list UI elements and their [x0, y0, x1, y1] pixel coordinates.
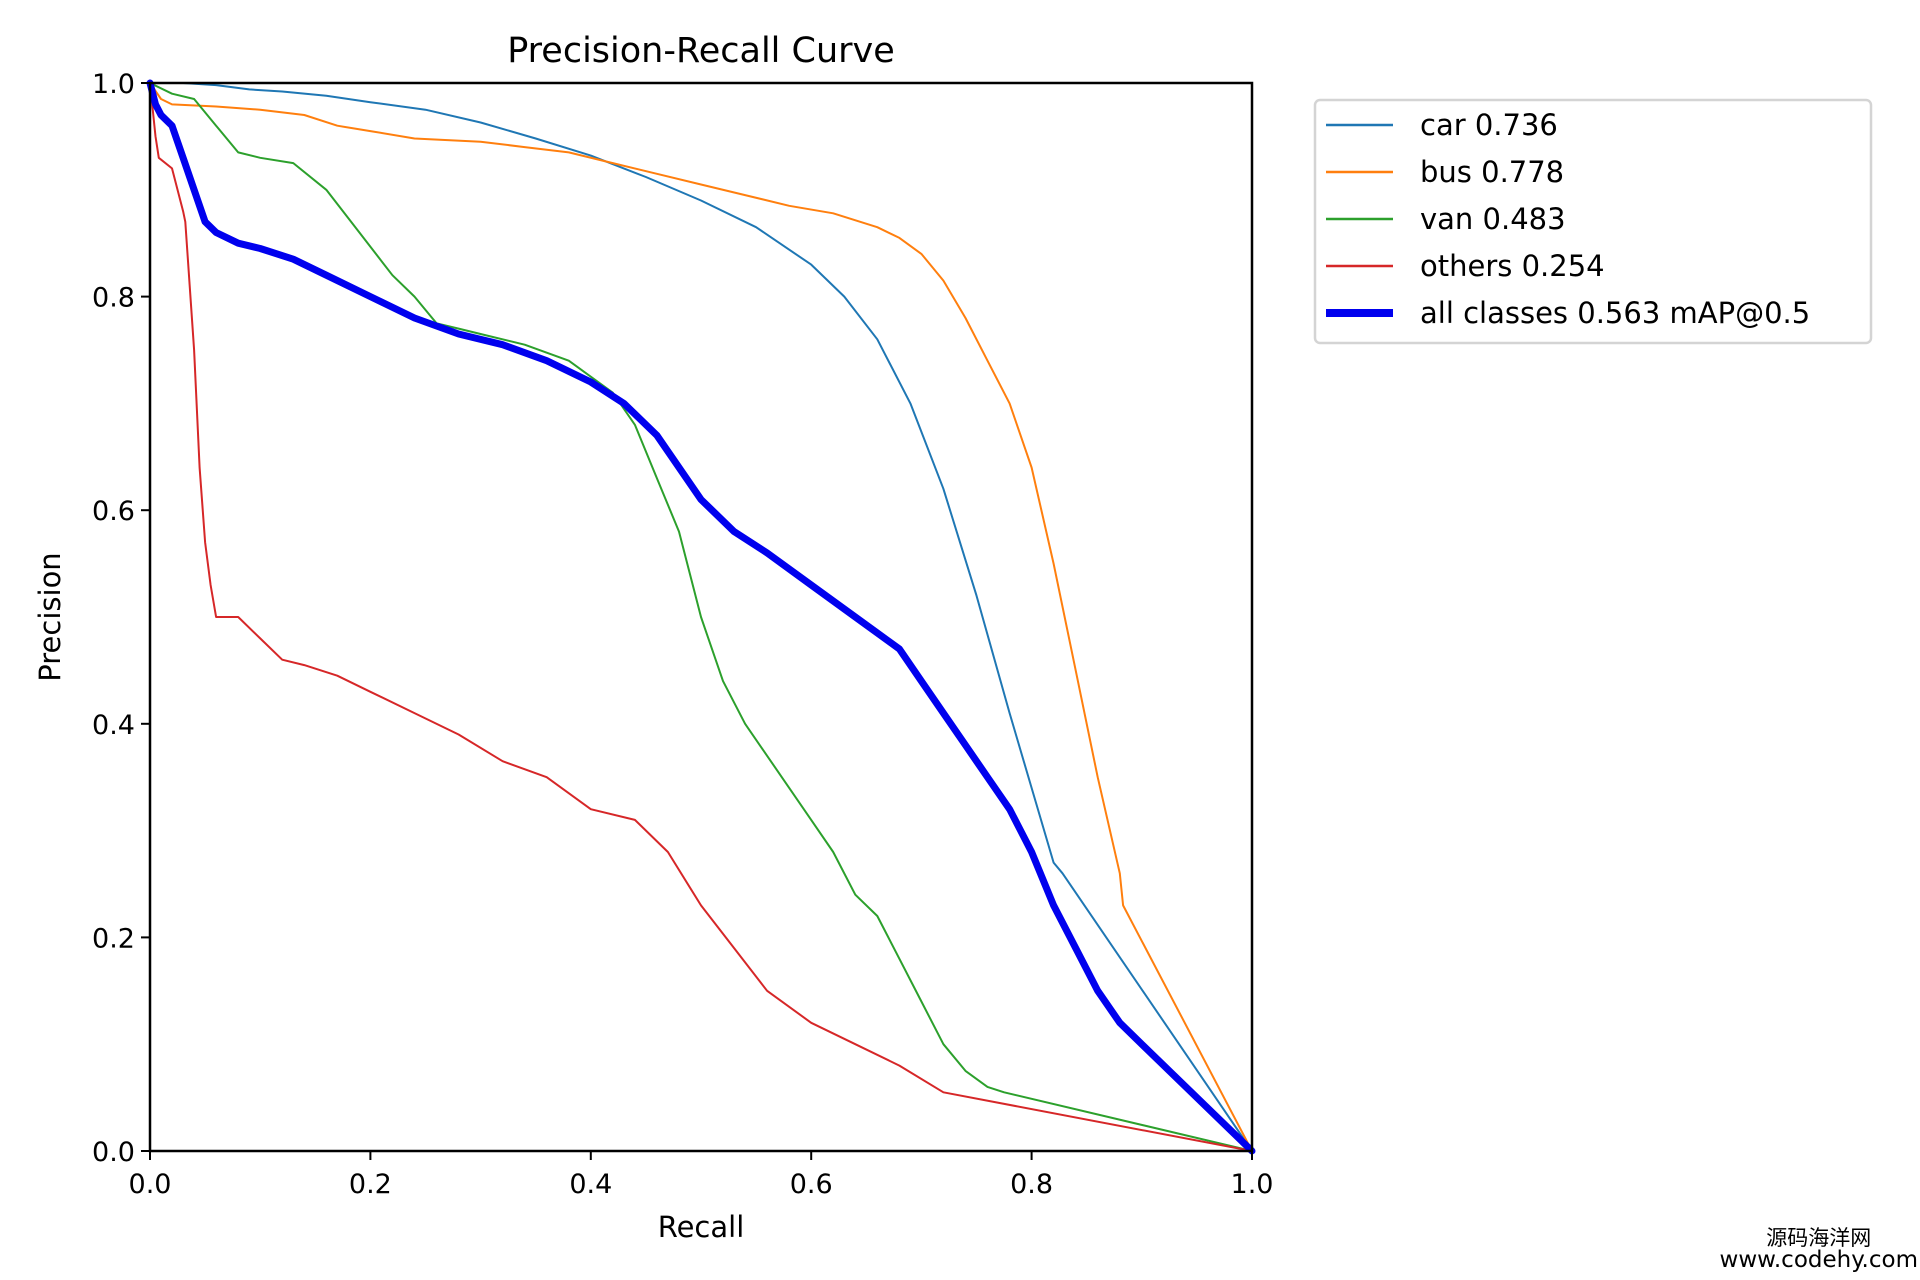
legend-label-car: car 0.736: [1420, 108, 1558, 142]
legend-box: [1313, 98, 1873, 345]
x-tick-label: 0.8: [1010, 1169, 1053, 1200]
legend: car 0.736 bus 0.778 van 0.483 others 0.254 a…: [1313, 98, 1873, 345]
y-tick-label: 0.2: [92, 923, 135, 954]
x-tick-label: 0.4: [569, 1169, 612, 1200]
chart-title: Precision-Recall Curve: [507, 31, 895, 71]
y-tick-label: 0.4: [92, 710, 135, 741]
x-tick-label: 0.2: [349, 1169, 392, 1200]
y-tick-label: 0.6: [92, 496, 135, 527]
legend-label-others: others 0.254: [1420, 249, 1605, 283]
watermark-site-name: 源码海洋网: [1766, 1226, 1872, 1250]
series-line-others: [149, 82, 1253, 1152]
series-line-all-classes: [146, 79, 1256, 1155]
x-tick-label: 1.0: [1231, 1169, 1274, 1200]
legend-label-all-classes: all classes 0.563 mAP@0.5: [1420, 296, 1810, 330]
watermark: 源码海洋网 www.codehy.com: [1720, 1228, 1918, 1272]
x-tick-label: 0.6: [790, 1169, 833, 1200]
watermark-url: www.codehy.com: [1719, 1247, 1918, 1273]
series-line-car: [149, 82, 1253, 1152]
plot-lines: [146, 79, 1256, 1155]
y-axis-label: Precision: [33, 552, 67, 681]
plot-frame: [148, 81, 1254, 1153]
series-line-bus: [149, 82, 1253, 1152]
y-tick-label: 0.0: [92, 1137, 135, 1168]
x-axis-label: Recall: [658, 1210, 745, 1244]
series-line-van: [149, 82, 1253, 1152]
legend-label-van: van 0.483: [1420, 202, 1566, 236]
x-axis-ticks: 0.0 0.2 0.4 0.6 0.8 1.0: [129, 1151, 1274, 1200]
y-axis-ticks: 0.0 0.2 0.4 0.6 0.8 1.0: [92, 69, 150, 1168]
x-tick-label: 0.0: [129, 1169, 172, 1200]
y-tick-label: 0.8: [92, 283, 135, 314]
y-tick-label: 1.0: [92, 69, 135, 100]
legend-label-bus: bus 0.778: [1420, 155, 1564, 189]
